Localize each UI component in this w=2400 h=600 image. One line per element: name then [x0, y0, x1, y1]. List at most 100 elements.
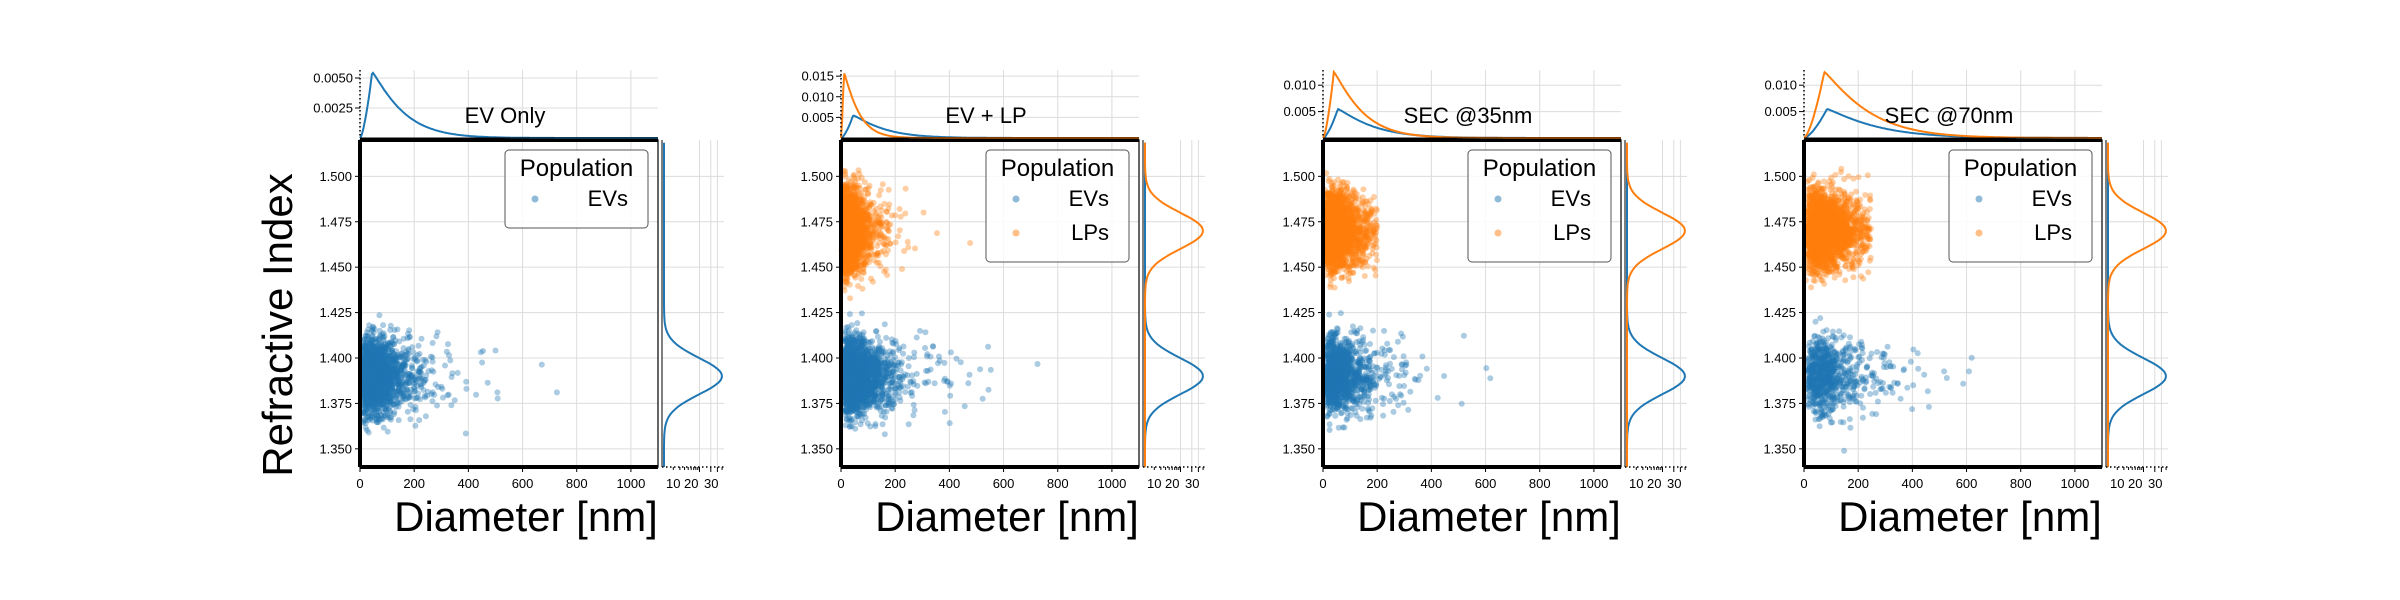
scatter-point-evs — [370, 370, 377, 377]
scatter-point-evs — [864, 420, 871, 427]
scatter-point-evs — [389, 386, 396, 393]
scatter-point-evs — [446, 352, 452, 359]
scatter-point-evs — [874, 333, 881, 340]
y-tick-label: 1.500 — [319, 169, 352, 184]
scatter-point-evs — [369, 381, 375, 388]
scatter-point-evs — [878, 403, 885, 410]
scatter-point-evs — [363, 389, 370, 396]
scatter-point-evs — [914, 382, 921, 389]
scatter-point-evs — [390, 372, 397, 378]
scatter-point-evs — [874, 358, 881, 365]
scatter-point-evs — [905, 355, 912, 361]
scatter-point-evs — [391, 372, 398, 378]
scatter-point-evs — [380, 343, 387, 350]
scatter-point-evs — [382, 370, 389, 376]
scatter-point-evs — [381, 391, 388, 397]
scatter-point-evs — [881, 348, 888, 355]
scatter-point-lps — [868, 275, 874, 282]
scatter-point-evs — [363, 378, 370, 385]
scatter-point-evs — [364, 379, 371, 386]
scatter-point-evs — [896, 374, 903, 380]
scatter-point-evs — [373, 395, 380, 402]
scatter-point-evs — [843, 401, 850, 408]
scatter-point-evs — [380, 351, 387, 358]
scatter-point-evs — [361, 386, 368, 393]
scatter-point-evs — [370, 369, 377, 376]
scatter-point-evs — [411, 376, 418, 383]
scatter-point-evs — [384, 362, 391, 368]
scatter-point-evs — [369, 384, 376, 391]
scatter-point-evs — [380, 371, 386, 378]
scatter-point-evs — [858, 310, 865, 317]
scatter-point-evs — [368, 372, 375, 379]
scatter-point-evs — [361, 386, 368, 393]
scatter-point-evs — [364, 352, 371, 359]
scatter-point-evs — [368, 378, 374, 385]
scatter-point-evs — [370, 371, 376, 378]
scatter-point-evs — [371, 385, 378, 392]
scatter-point-evs — [414, 382, 421, 389]
scatter-point-evs — [369, 393, 376, 400]
scatter-point-evs — [380, 322, 387, 329]
scatter-point-evs — [856, 381, 863, 388]
scatter-point-evs — [370, 367, 377, 374]
scatter-point-evs — [412, 407, 419, 414]
scatter-point-evs — [422, 413, 429, 420]
scatter-point-evs — [860, 329, 867, 336]
scatter-point-evs — [370, 358, 377, 365]
scatter-point-evs — [368, 403, 375, 410]
panel-1: 0 200 400 600 800 10001.3501.3751.4001.4251.4… — [313, 70, 724, 540]
scatter-point-evs — [362, 378, 368, 385]
scatter-point-evs — [376, 387, 383, 394]
scatter-point-evs — [1034, 361, 1041, 367]
scatter-point-evs — [913, 370, 920, 377]
scatter-point-evs — [363, 376, 370, 382]
scatter-point-evs — [406, 334, 413, 341]
scatter-point-evs — [966, 371, 973, 378]
scatter-point-evs — [846, 417, 853, 424]
scatter-point-evs — [479, 359, 486, 366]
scatter-point-evs — [406, 372, 413, 379]
scatter-point-evs — [423, 372, 430, 379]
scatter-point-evs — [859, 336, 865, 343]
scatter-point-evs — [866, 391, 872, 398]
scatter-point-evs — [370, 329, 377, 336]
scatter-point-evs — [362, 343, 369, 350]
scatter-point-evs — [370, 323, 377, 330]
scatter-point-evs — [386, 385, 393, 392]
scatter-point-evs — [852, 397, 859, 404]
scatter-point-evs — [852, 425, 859, 432]
y-axis-label: Refractive Index — [254, 173, 301, 476]
scatter-point-evs — [379, 334, 386, 341]
scatter-point-evs — [371, 351, 378, 358]
scatter-point-evs — [893, 366, 900, 372]
x-tick-label: 1000 — [616, 476, 645, 491]
scatter-point-evs — [420, 356, 426, 363]
scatter-point-evs — [378, 376, 385, 383]
scatter-point-evs — [369, 375, 376, 382]
scatter-point-evs — [379, 371, 386, 378]
scatter-point-evs — [377, 371, 383, 377]
scatter-point-evs — [382, 364, 389, 371]
scatter-point-evs — [362, 380, 369, 387]
scatter-point-evs — [362, 342, 369, 349]
scatter-point-evs — [362, 339, 369, 346]
scatter-point-evs — [370, 352, 377, 359]
scatter-point-evs — [868, 370, 875, 377]
scatter-point-evs — [377, 367, 383, 374]
scatter-point-evs — [930, 343, 937, 350]
scatter-point-evs — [381, 387, 388, 394]
scatter-point-evs — [384, 370, 391, 377]
scatter-point-evs — [384, 395, 391, 402]
scatter-point-evs — [376, 381, 383, 388]
scatter-point-evs — [372, 343, 379, 350]
scatter-point-evs — [366, 382, 373, 389]
scatter-point-evs — [361, 375, 368, 382]
scatter-point-evs — [369, 360, 376, 367]
scatter-point-evs — [445, 341, 451, 348]
scatter-point-evs — [395, 380, 402, 387]
scatter-point-evs — [879, 421, 886, 428]
scatter-point-evs — [377, 394, 383, 401]
scatter-point-evs — [371, 376, 378, 382]
